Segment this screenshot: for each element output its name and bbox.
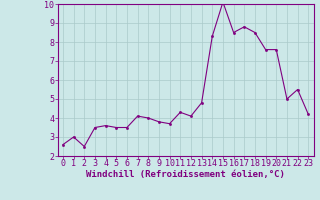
X-axis label: Windchill (Refroidissement éolien,°C): Windchill (Refroidissement éolien,°C) bbox=[86, 170, 285, 179]
